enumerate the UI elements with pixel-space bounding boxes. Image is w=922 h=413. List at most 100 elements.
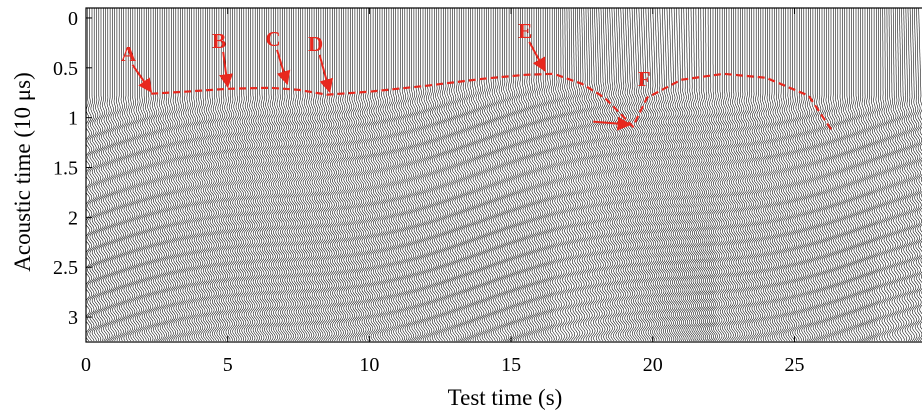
- waveform-trace-300: [765, 8, 770, 342]
- waveform-trace-73: [250, 8, 256, 342]
- waveform-trace-337: [848, 8, 854, 342]
- waveform-trace-277: [712, 8, 718, 342]
- x-tick-label: 25: [784, 354, 804, 376]
- waveform-trace-90: [289, 8, 294, 342]
- waveform-trace-173: [477, 8, 483, 342]
- waveform-trace-167: [463, 8, 469, 342]
- waveform-trace-361: [903, 8, 913, 342]
- waveform-trace-293: [749, 8, 755, 342]
- waveform-trace-241: [629, 8, 644, 342]
- waveform-trace-101: [313, 8, 319, 342]
- waveform-trace-228: [600, 8, 613, 342]
- waveform-trace-40: [175, 8, 181, 342]
- waveform-trace-46: [189, 8, 195, 342]
- waveform-trace-80: [266, 8, 272, 342]
- waveform-trace-24: [139, 8, 145, 342]
- y-tick-label: 0: [68, 8, 78, 30]
- annotation-C: C: [265, 27, 280, 51]
- annotation-arrow-F: [593, 116, 632, 131]
- waveform-trace-116: [347, 8, 353, 342]
- waveform-trace-67: [236, 8, 242, 342]
- waveform-trace-209: [558, 8, 565, 342]
- waveform-trace-338: [851, 8, 857, 342]
- waveform-trace-36: [166, 8, 172, 342]
- waveform-trace-38: [171, 8, 177, 342]
- waveform-trace-15: [118, 8, 124, 342]
- waveform-trace-115: [345, 8, 351, 341]
- waveform-trace-329: [830, 8, 836, 342]
- waveform-trace-215: [572, 8, 581, 342]
- waveform-trace-231: [607, 8, 621, 342]
- waveform-trace-224: [592, 8, 603, 342]
- waveform-trace-92: [293, 8, 299, 342]
- waveform-trace-304: [774, 8, 780, 342]
- waveform-trace-65: [232, 8, 238, 342]
- waveform-trace-49: [196, 8, 201, 342]
- waveform-trace-239: [624, 8, 640, 342]
- plot-frame: [85, 7, 922, 343]
- waveform-trace-190: [515, 8, 521, 342]
- waveform-trace-16: [121, 8, 127, 342]
- waveform-trace-359: [899, 8, 908, 342]
- waveform-trace-366: [914, 8, 922, 342]
- waveform-trace-319: [808, 8, 814, 342]
- waveform-trace-351: [880, 8, 887, 342]
- waveform-trace-35: [164, 8, 170, 342]
- waveform-trace-180: [493, 8, 498, 342]
- waveform-trace-12: [112, 8, 118, 342]
- waveform-trace-342: [860, 8, 866, 342]
- waveform-trace-183: [499, 8, 505, 342]
- waveform-trace-147: [418, 8, 424, 342]
- waveform-trace-321: [812, 8, 818, 342]
- waveform-trace-333: [839, 8, 845, 342]
- waveform-trace-245: [638, 8, 653, 342]
- waveform-trace-266: [688, 8, 697, 342]
- waveform-trace-363: [907, 8, 918, 342]
- waveform-trace-297: [758, 8, 764, 342]
- waveform-trace-299: [762, 8, 768, 342]
- waveform-trace-240: [627, 8, 642, 342]
- waveform-trace-4: [94, 8, 99, 341]
- waveform-trace-1: [87, 8, 93, 342]
- waveform-trace-204: [547, 8, 553, 342]
- waveform-trace-3: [91, 8, 97, 342]
- waveform-trace-53: [205, 8, 210, 342]
- y-tick-label: 0.5: [53, 58, 78, 80]
- waveform-trace-368: [918, 8, 922, 213]
- waveform-trace-218: [579, 8, 588, 341]
- waveform-trace-288: [737, 8, 743, 342]
- waveform-trace-84: [275, 8, 281, 342]
- waveform-trace-169: [468, 8, 474, 342]
- annotation-D: D: [308, 32, 323, 56]
- waveform-trace-301: [767, 8, 773, 342]
- waveform-trace-166: [461, 8, 467, 342]
- waveform-trace-18: [125, 8, 131, 342]
- waveform-trace-208: [556, 8, 563, 342]
- waveform-trace-146: [415, 8, 421, 342]
- waveform-trace-326: [824, 8, 829, 342]
- waveform-trace-89: [286, 8, 292, 342]
- waveform-trace-170: [470, 8, 476, 342]
- waveform-trace-349: [876, 8, 882, 342]
- waveform-trace-210: [561, 8, 568, 342]
- dashed-series-line-0: [151, 72, 833, 131]
- waveform-trace-330: [833, 8, 839, 342]
- waveform-trace-47: [191, 8, 197, 342]
- waveform-trace-5: [96, 8, 102, 342]
- waveform-trace-59: [218, 8, 224, 342]
- waveform-trace-76: [257, 8, 263, 342]
- waveform-trace-70: [243, 8, 249, 342]
- waveform-trace-220: [583, 8, 593, 342]
- waveform-trace-158: [443, 8, 449, 342]
- waveform-trace-284: [728, 8, 734, 342]
- waveform-trace-205: [549, 8, 555, 342]
- waveform-trace-136: [393, 8, 399, 342]
- waveform-trace-8: [103, 8, 108, 342]
- waveform-trace-286: [733, 8, 739, 342]
- waveform-trace-11: [109, 8, 115, 342]
- waveform-trace-179: [490, 8, 496, 342]
- waveform-trace-150: [425, 8, 430, 342]
- waveform-trace-275: [708, 8, 714, 342]
- waveform-trace-327: [826, 8, 832, 342]
- dashed-boundary-series: [151, 72, 833, 131]
